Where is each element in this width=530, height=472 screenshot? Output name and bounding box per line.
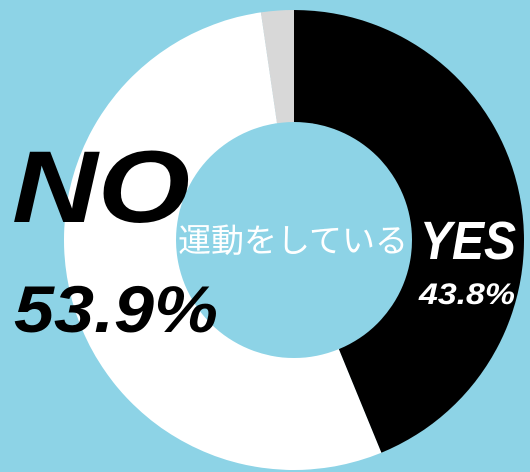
donut-center-hole [176, 122, 412, 358]
slice-label-yes: YES [420, 211, 516, 271]
slice-value-yes: 43.8% [418, 278, 515, 311]
slice-value-no: 53.9% [14, 272, 218, 346]
slice-label-no: NO [12, 130, 190, 244]
center-label: 運動をしている [178, 221, 408, 260]
